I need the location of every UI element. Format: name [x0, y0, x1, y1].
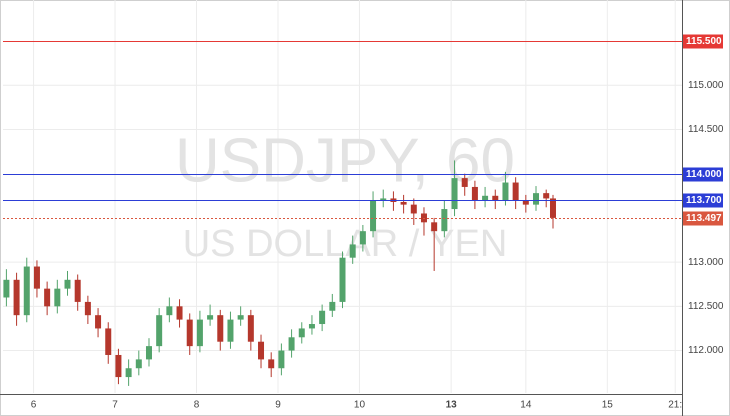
candle-body — [156, 315, 163, 347]
level-label: 113.700 — [686, 195, 722, 206]
x-tick-label: 21: — [668, 400, 682, 411]
candle-body — [543, 193, 550, 199]
candle-body — [522, 200, 529, 205]
x-tick-label: 14 — [520, 400, 532, 411]
candle-body — [359, 231, 366, 245]
candle-body — [54, 288, 61, 307]
candle-body — [268, 359, 275, 369]
candle-body — [308, 324, 315, 329]
level-label-box — [683, 167, 723, 182]
candle-body — [95, 315, 102, 329]
candle-body — [145, 346, 152, 360]
level-label-box — [683, 193, 723, 208]
candle-body — [451, 178, 458, 210]
y-tick-label: 112.500 — [688, 301, 724, 312]
candle-body — [329, 301, 336, 311]
x-tick-label: 15 — [602, 400, 614, 411]
candle-body — [549, 198, 556, 218]
candle-body — [319, 310, 326, 325]
level-label-box — [683, 34, 723, 49]
candle-body — [135, 359, 142, 369]
candle-body — [247, 315, 254, 342]
x-tick-label: 10 — [354, 400, 366, 411]
candle-body — [227, 319, 234, 342]
candle-body — [461, 178, 468, 187]
candle-body — [339, 257, 346, 302]
y-tick-label: 112.000 — [688, 345, 724, 356]
candle-body — [431, 222, 438, 232]
candle-body — [3, 279, 10, 298]
candle-body — [217, 315, 224, 342]
candle-body — [370, 200, 377, 232]
x-tick-label: 6 — [31, 400, 37, 411]
candle-body — [207, 315, 214, 320]
candle-body — [33, 266, 40, 289]
candle-body — [502, 182, 509, 201]
x-tick-label: 13 — [446, 400, 458, 411]
y-tick-label: 114.500 — [688, 124, 724, 135]
candle-body — [258, 341, 265, 360]
candle-body — [125, 368, 132, 378]
candle-body — [23, 266, 30, 316]
x-tick-label: 7 — [112, 400, 118, 411]
candle-body — [298, 328, 305, 338]
candle-body — [441, 209, 448, 232]
candle-body — [237, 315, 244, 320]
candle-body — [471, 186, 478, 201]
candle-body — [482, 195, 489, 201]
candle-body — [196, 319, 203, 347]
candle-body — [410, 204, 417, 214]
watermark: USDJPY, 60 — [175, 126, 515, 195]
candle-body — [512, 182, 519, 201]
level-label: 115.500 — [686, 36, 722, 47]
candle-body — [13, 279, 20, 316]
x-tick-label: 8 — [194, 400, 200, 411]
candle-body — [64, 279, 71, 289]
candle-body — [288, 337, 295, 351]
candle-body — [533, 193, 540, 205]
candle-body — [400, 201, 407, 205]
x-tick-label: 9 — [275, 400, 281, 411]
candle-body — [115, 354, 122, 378]
level-label: 113.497 — [686, 213, 722, 224]
candle-body — [44, 288, 51, 307]
candle-body — [380, 198, 387, 201]
candle-body — [278, 350, 285, 369]
y-tick-label: 115.000 — [688, 80, 724, 91]
candle-body — [166, 306, 173, 316]
level-label: 114.000 — [686, 169, 722, 180]
candle-body — [105, 328, 112, 355]
candle-body — [349, 244, 356, 258]
y-tick-label: 113.000 — [688, 257, 724, 268]
candle-body — [84, 301, 91, 316]
level-label-box — [683, 211, 723, 226]
candle-body — [186, 319, 193, 347]
candle-body — [492, 195, 499, 201]
candle-body — [176, 306, 183, 320]
candle-body — [420, 213, 427, 223]
candle-body — [74, 279, 81, 302]
